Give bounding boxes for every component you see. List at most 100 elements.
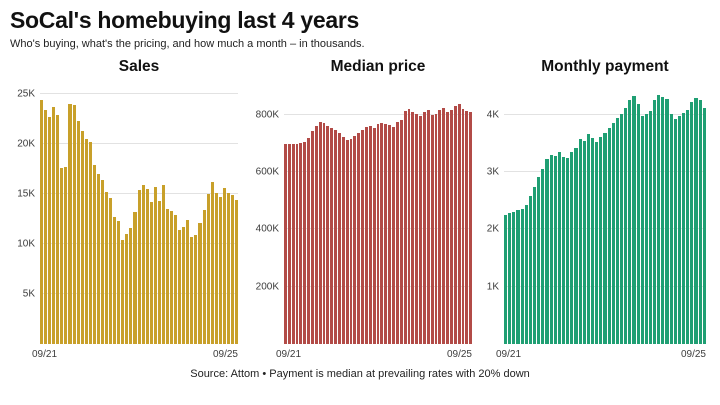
bar — [303, 141, 307, 344]
bar — [669, 113, 673, 344]
bar — [557, 151, 561, 344]
bar — [449, 109, 453, 344]
bar — [68, 104, 72, 344]
bar — [133, 212, 137, 344]
bar — [141, 185, 145, 344]
y-tick-label: 800K — [255, 109, 279, 121]
bar — [376, 124, 380, 344]
bar — [694, 98, 698, 344]
x-label-end: 09/25 — [680, 349, 706, 360]
bar — [109, 198, 113, 344]
x-axis: 09/21 09/25 — [244, 349, 472, 360]
bar — [307, 137, 311, 344]
x-label-end: 09/25 — [212, 349, 238, 360]
bar — [52, 107, 56, 344]
bar — [84, 139, 88, 344]
bar — [88, 142, 92, 344]
bar — [235, 200, 239, 344]
bar — [461, 108, 465, 344]
y-tick-label: 5K — [22, 288, 35, 300]
bar — [590, 137, 595, 344]
bars-container — [284, 86, 473, 344]
bar — [380, 122, 384, 344]
bar — [80, 131, 84, 344]
panel-title: Sales — [118, 58, 160, 75]
plot-area — [40, 86, 239, 344]
bar — [182, 227, 186, 344]
bar — [345, 140, 349, 344]
bar — [524, 205, 528, 344]
y-tick-label: 20K — [17, 138, 35, 150]
bar — [330, 128, 334, 344]
bar — [508, 213, 512, 344]
bar — [603, 133, 607, 344]
bar — [512, 212, 516, 344]
bar — [619, 113, 624, 344]
page-subtitle: Who's buying, what's the pricing, and ho… — [10, 38, 365, 50]
bar — [607, 127, 611, 344]
bar — [457, 103, 461, 344]
bar — [686, 110, 690, 344]
page-title: SoCal's homebuying last 4 years — [10, 7, 359, 33]
x-label-start: 09/21 — [496, 349, 522, 360]
bar — [422, 112, 426, 344]
bar — [353, 135, 357, 344]
bar — [92, 165, 96, 344]
bar — [76, 121, 80, 344]
bar — [586, 134, 590, 344]
bar — [419, 116, 422, 344]
bar — [388, 125, 392, 344]
bar — [198, 223, 202, 344]
bar — [465, 111, 469, 344]
bar — [291, 143, 295, 344]
bar — [384, 124, 388, 344]
bar — [40, 100, 44, 344]
y-tick-label: 10K — [17, 238, 35, 250]
bar — [361, 129, 365, 344]
bar — [121, 240, 125, 344]
panel-monthly-payment: Monthly payment 1K 2K 3K 4K 09/21 09/25 — [478, 54, 706, 360]
bar — [537, 176, 541, 344]
bar — [690, 102, 694, 344]
bar — [137, 190, 141, 344]
bar — [520, 208, 524, 344]
y-axis: 1K 2K 3K 4K — [478, 86, 504, 344]
bar — [284, 144, 287, 344]
bar — [341, 137, 345, 344]
y-tick-label: 600K — [255, 166, 279, 178]
bar — [72, 105, 76, 344]
bar — [648, 111, 653, 344]
bar — [665, 98, 669, 344]
y-tick-label: 25K — [17, 88, 35, 100]
bar — [287, 143, 291, 344]
bar — [117, 221, 121, 344]
chart-body: 200K 400K 600K 800K — [244, 86, 473, 344]
bar — [174, 215, 178, 344]
bar — [636, 103, 640, 344]
bar — [44, 110, 48, 344]
bar — [673, 119, 677, 344]
bars-container — [504, 86, 706, 344]
bar — [442, 108, 446, 344]
bar — [677, 115, 682, 344]
bar — [545, 159, 549, 344]
bar — [661, 96, 665, 344]
panel-title: Median price — [330, 58, 426, 75]
bar — [415, 113, 419, 344]
bar — [566, 157, 570, 344]
bar — [186, 220, 190, 344]
bar — [322, 123, 326, 344]
bar — [365, 127, 368, 344]
bar — [326, 125, 330, 344]
charts-row: Sales 5K 10K 15K 20K 25K 09/21 09/25 Median … — [0, 50, 720, 360]
y-tick-label: 2K — [486, 223, 499, 235]
bar — [438, 109, 442, 344]
bar — [628, 100, 632, 344]
bar — [357, 132, 361, 344]
bar — [226, 193, 230, 344]
bar — [644, 113, 648, 344]
x-axis: 09/21 09/25 — [10, 349, 238, 360]
bar — [599, 137, 603, 344]
y-tick-label: 1K — [486, 281, 499, 293]
figure-header: SoCal's homebuying last 4 years Who's bu… — [0, 0, 720, 50]
